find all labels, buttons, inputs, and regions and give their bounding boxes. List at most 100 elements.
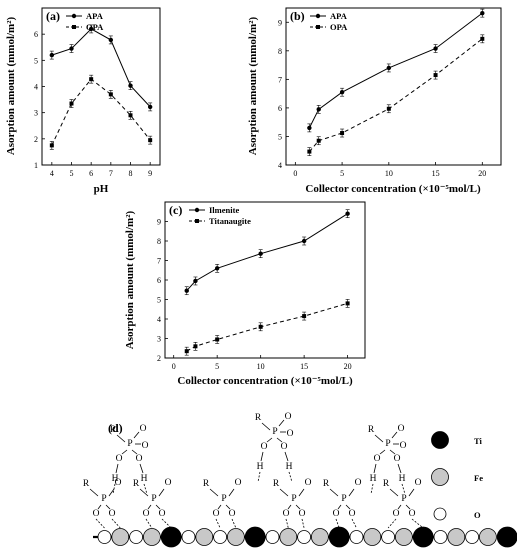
legend-marker <box>315 13 321 19</box>
panel-label: (a) <box>46 9 60 23</box>
surface-atom-fe <box>195 528 214 546</box>
atom-o: O <box>409 509 416 519</box>
x-axis-label: Collector concentration (×10⁻⁵mol/L) <box>305 183 481 195</box>
surface-atom-o <box>381 530 396 544</box>
bond <box>217 504 222 510</box>
atom-o: O <box>283 509 290 519</box>
atom-h: H <box>112 474 119 484</box>
atom-p: P <box>401 494 406 504</box>
atom-p: P <box>151 494 156 504</box>
data-point <box>302 314 307 319</box>
atom-o: O <box>398 424 405 434</box>
data-point <box>108 37 114 43</box>
x-tick-label: 5 <box>215 362 219 371</box>
y-tick-label: 9 <box>157 218 161 227</box>
bond-dashed <box>411 518 424 529</box>
bond <box>295 504 301 510</box>
bond <box>278 419 285 427</box>
bond <box>97 504 102 510</box>
y-tick-label: 6 <box>278 104 282 113</box>
legend-marker <box>194 207 200 213</box>
atom-p: P <box>291 494 296 504</box>
data-point <box>258 324 263 329</box>
bond <box>261 422 271 431</box>
surface-atom-o <box>265 530 280 544</box>
y-tick-label: 5 <box>157 296 161 305</box>
x-tick-label: 15 <box>300 362 308 371</box>
legend-label: OPA <box>330 22 348 32</box>
data-point <box>49 52 55 58</box>
bond <box>389 449 396 455</box>
bond <box>279 488 289 497</box>
plot-frame <box>285 7 502 166</box>
bond-dashed <box>335 518 340 529</box>
legend-atom-label: Ti <box>474 436 483 446</box>
x-tick-label: 15 <box>432 169 440 178</box>
bond-dashed <box>288 471 293 483</box>
data-point <box>258 251 263 256</box>
series-line-1 <box>186 213 348 292</box>
y-tick-label: 7 <box>157 257 161 266</box>
surface-atom-o <box>213 530 228 544</box>
series-line-2 <box>309 38 483 152</box>
x-tick-label: 9 <box>148 169 152 178</box>
surface-atom-ti <box>328 526 350 548</box>
bond <box>373 463 377 474</box>
data-point <box>316 107 321 112</box>
x-tick-label: 20 <box>344 362 352 371</box>
bond <box>374 434 384 443</box>
legend-atom-label: Fe <box>474 473 483 483</box>
bond-dashed <box>111 518 121 529</box>
surface-atom-fe <box>279 528 298 546</box>
bond-dashed <box>231 518 237 529</box>
atom-o: O <box>229 509 236 519</box>
bond-dashed <box>145 518 153 529</box>
data-point <box>345 211 350 216</box>
legend-label: Titanaugite <box>209 216 251 226</box>
data-point <box>69 101 74 106</box>
bond-dashed <box>215 518 221 529</box>
y-tick-label: 9 <box>278 18 282 27</box>
data-point <box>339 90 345 95</box>
atom-h: H <box>286 462 293 472</box>
bond <box>397 504 402 510</box>
bond <box>121 449 128 455</box>
atom-o: O <box>299 509 306 519</box>
x-tick-label: 10 <box>257 362 265 371</box>
data-point <box>345 301 350 306</box>
atom-o: O <box>261 442 268 452</box>
y-axis-label: Asorption amount (mmol/m²) <box>247 16 259 155</box>
surface-atom-o <box>129 530 144 544</box>
bond <box>108 488 115 497</box>
x-tick-label: 0 <box>293 169 297 178</box>
y-tick-label: 6 <box>34 30 38 39</box>
bond-dashed <box>112 483 116 495</box>
legend-marker <box>72 25 76 29</box>
x-tick-label: 5 <box>70 169 74 178</box>
atom-o: O <box>333 509 340 519</box>
data-point <box>214 266 220 271</box>
panel-label: (b) <box>290 9 305 23</box>
surface-atom-o <box>349 530 364 544</box>
atom-r: R <box>255 413 262 423</box>
bond-dashed <box>257 471 261 483</box>
data-point <box>88 26 94 32</box>
bond <box>397 463 402 474</box>
legend-atom-ti <box>431 431 449 449</box>
y-tick-label: 4 <box>278 161 282 170</box>
atom-o: O <box>235 478 242 488</box>
atom-o: O <box>349 509 356 519</box>
bond-dashed <box>143 483 148 495</box>
data-point <box>193 344 198 349</box>
data-point <box>307 149 312 154</box>
legend-label: OPA <box>86 22 104 32</box>
atom-o: O <box>165 478 172 488</box>
data-point <box>480 10 485 16</box>
data-point <box>108 92 113 97</box>
bond <box>115 463 119 474</box>
data-point <box>184 349 189 354</box>
surface-atom-fe <box>447 528 466 546</box>
y-tick-label: 2 <box>34 135 38 144</box>
bond <box>405 504 411 510</box>
